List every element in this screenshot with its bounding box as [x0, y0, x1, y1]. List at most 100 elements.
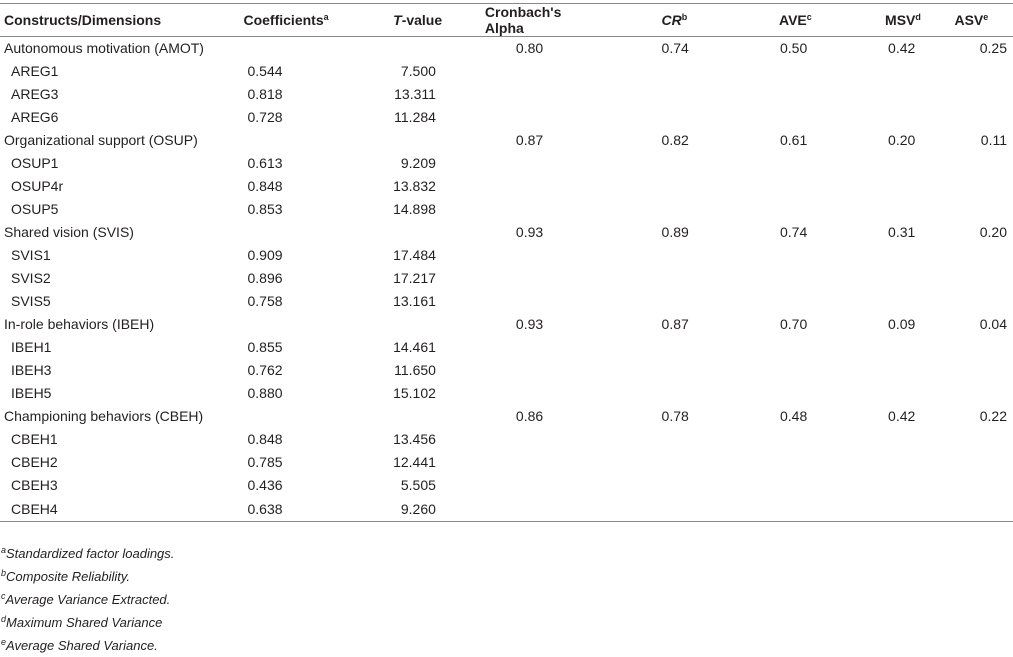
header-msv-label: MSV — [885, 12, 916, 28]
header-ave-label: AVE — [779, 12, 807, 28]
item-label: CBEH2 — [11, 454, 58, 470]
item-coefficient: 0.436 — [247, 477, 283, 493]
construct-msv: 0.09 — [888, 316, 916, 332]
item-label: OSUP1 — [11, 155, 59, 171]
header-t-value: T-value — [353, 4, 470, 37]
item-empty-cell — [843, 60, 950, 83]
item-coefficient: 0.896 — [247, 270, 283, 286]
header-ave: AVEc — [734, 4, 843, 37]
item-coefficient: 0.848 — [247, 178, 283, 194]
construct-t-empty — [353, 221, 470, 244]
footnote-mark: e — [1, 637, 7, 647]
header-constructs-label: Constructs/Dimensions — [4, 12, 162, 28]
construct-coef-empty — [239, 221, 353, 244]
item-empty-cell — [470, 497, 602, 522]
item-empty-cell — [950, 244, 1013, 267]
item-empty-cell — [734, 359, 843, 382]
construct-name: Championing behaviors (CBEH) — [4, 408, 204, 424]
item-label: SVIS2 — [11, 270, 51, 286]
item-row: SVIS5 0.758 13.161 — [0, 290, 1013, 313]
item-t-value: 11.650 — [394, 362, 436, 378]
item-empty-cell — [950, 175, 1013, 198]
item-empty-cell — [470, 198, 602, 221]
construct-name: In-role behaviors (IBEH) — [4, 316, 155, 332]
construct-msv: 0.42 — [888, 408, 916, 424]
footnote-mark: a — [1, 545, 7, 555]
construct-t-empty — [353, 37, 470, 60]
item-row: SVIS1 0.909 17.484 — [0, 244, 1013, 267]
item-label: CBEH4 — [11, 500, 58, 517]
item-coefficient: 0.880 — [247, 385, 283, 401]
item-empty-cell — [843, 152, 950, 175]
footnote: dMaximum Shared Variance — [1, 611, 174, 634]
item-label: SVIS5 — [11, 293, 51, 309]
item-row: CBEH2 0.785 12.441 — [0, 451, 1013, 474]
item-empty-cell — [734, 152, 843, 175]
construct-t-empty — [353, 405, 470, 428]
item-row: CBEH4 0.638 9.260 — [0, 497, 1013, 522]
item-empty-cell — [950, 290, 1013, 313]
construct-coef-empty — [239, 129, 353, 152]
item-empty-cell — [602, 336, 734, 359]
construct-ave: 0.61 — [780, 132, 808, 148]
item-empty-cell — [950, 60, 1013, 83]
construct-cr: 0.82 — [661, 132, 689, 148]
item-empty-cell — [602, 428, 734, 451]
item-empty-cell — [602, 244, 734, 267]
results-table: Constructs/Dimensions Coefficientsa T-va… — [0, 3, 1013, 522]
footnote-text: Standardized factor loadings. — [6, 546, 175, 561]
item-label: AREG6 — [11, 109, 59, 125]
item-empty-cell — [602, 175, 734, 198]
item-row: OSUP1 0.613 9.209 — [0, 152, 1013, 175]
item-empty-cell — [843, 175, 950, 198]
item-t-value: 13.311 — [394, 86, 436, 102]
header-t-suffix: -value — [401, 12, 443, 28]
item-empty-cell — [950, 198, 1013, 221]
item-coefficient: 0.853 — [247, 201, 283, 217]
header-ave-footnote-mark: c — [806, 12, 812, 22]
footnote-text: Average Shared Variance. — [6, 638, 158, 653]
construct-alpha: 0.93 — [515, 224, 544, 240]
item-row: CBEH1 0.848 13.456 — [0, 428, 1013, 451]
item-empty-cell — [602, 267, 734, 290]
item-empty-cell — [843, 428, 950, 451]
item-empty-cell — [843, 83, 950, 106]
item-label: IBEH5 — [11, 385, 52, 401]
item-label: AREG3 — [11, 86, 59, 102]
table-body: Autonomous motivation (AMOT) 0.80 0.74 0.50… — [0, 37, 1013, 522]
construct-row: In-role behaviors (IBEH) 0.93 0.87 0.70 0.09… — [0, 313, 1013, 336]
item-t-value: 9.260 — [400, 500, 436, 517]
item-label: CBEH1 — [11, 431, 58, 447]
item-row: AREG1 0.544 7.500 — [0, 60, 1013, 83]
construct-ave: 0.50 — [780, 40, 808, 57]
item-empty-cell — [602, 474, 734, 497]
item-empty-cell — [734, 198, 843, 221]
footnote-text: Maximum Shared Variance — [6, 615, 163, 630]
item-row: OSUP5 0.853 14.898 — [0, 198, 1013, 221]
footnote-mark: b — [1, 568, 7, 578]
construct-msv: 0.20 — [888, 132, 916, 148]
item-empty-cell — [843, 267, 950, 290]
item-row: AREG3 0.818 13.311 — [0, 83, 1013, 106]
construct-cr: 0.89 — [661, 224, 689, 240]
header-coefficients: Coefficientsa — [239, 4, 353, 37]
construct-t-empty — [353, 313, 470, 336]
item-empty-cell — [470, 244, 602, 267]
construct-name: Organizational support (OSUP) — [4, 132, 198, 148]
construct-asv: 0.22 — [979, 408, 1007, 424]
item-empty-cell — [843, 474, 950, 497]
item-empty-cell — [602, 198, 734, 221]
item-coefficient: 0.728 — [247, 109, 283, 125]
construct-ave: 0.48 — [780, 408, 808, 424]
construct-cr: 0.78 — [661, 408, 689, 424]
footnote: aStandardized factor loadings. — [1, 542, 174, 565]
item-empty-cell — [734, 290, 843, 313]
item-row: IBEH5 0.880 15.102 — [0, 382, 1013, 405]
header-coefficients-label: Coefficients — [243, 12, 324, 28]
item-coefficient: 0.762 — [247, 362, 283, 378]
item-row: SVIS2 0.896 17.217 — [0, 267, 1013, 290]
item-label: SVIS1 — [11, 247, 51, 263]
item-label: IBEH1 — [11, 339, 52, 355]
header-asv: ASVe — [950, 4, 1013, 37]
construct-alpha: 0.86 — [515, 408, 544, 424]
